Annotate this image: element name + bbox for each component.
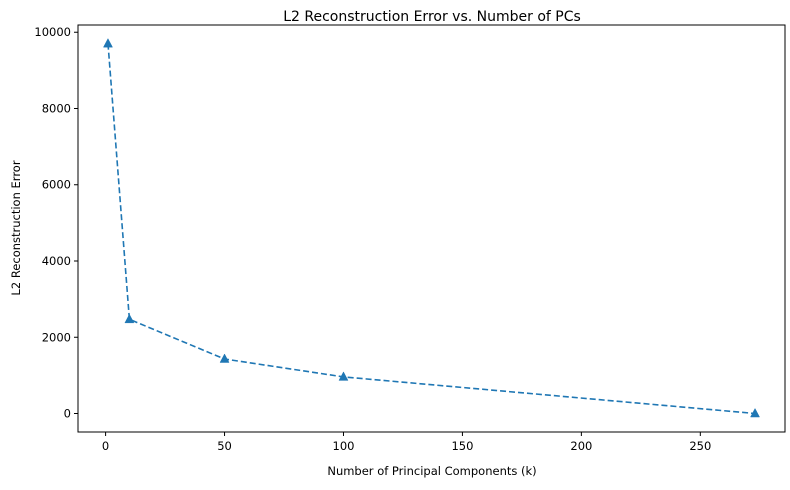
data-point-marker	[219, 353, 230, 363]
y-tick-label: 8000	[42, 101, 71, 115]
plot-area	[103, 38, 760, 418]
x-axis: 0 50 100 150 200 250	[102, 432, 711, 453]
x-tick-label: 150	[451, 439, 473, 453]
data-point-marker	[750, 407, 760, 418]
series-line	[107, 43, 756, 415]
x-tick-label: 50	[217, 439, 232, 453]
y-tick-label: 10000	[34, 25, 71, 39]
x-tick-label: 250	[689, 439, 711, 453]
x-tick-label: 200	[570, 439, 592, 453]
y-axis-label: L2 Reconstruction Error	[9, 160, 23, 295]
data-point-marker	[103, 38, 113, 48]
y-axis: 0 2000 4000 6000 8000 10000	[34, 25, 78, 421]
y-tick-label: 2000	[42, 330, 71, 344]
plot-frame	[77, 24, 786, 433]
x-tick-label: 0	[102, 439, 109, 453]
y-tick-label: 4000	[42, 254, 71, 268]
chart-title: L2 Reconstruction Error vs. Number of PC…	[283, 9, 581, 25]
y-tick-label: 6000	[42, 178, 71, 192]
x-axis-label: Number of Principal Components (k)	[327, 464, 536, 478]
data-point-marker	[124, 313, 135, 324]
y-tick-label: 0	[64, 407, 71, 421]
data-point-marker	[338, 371, 349, 381]
x-tick-label: 100	[333, 439, 355, 453]
